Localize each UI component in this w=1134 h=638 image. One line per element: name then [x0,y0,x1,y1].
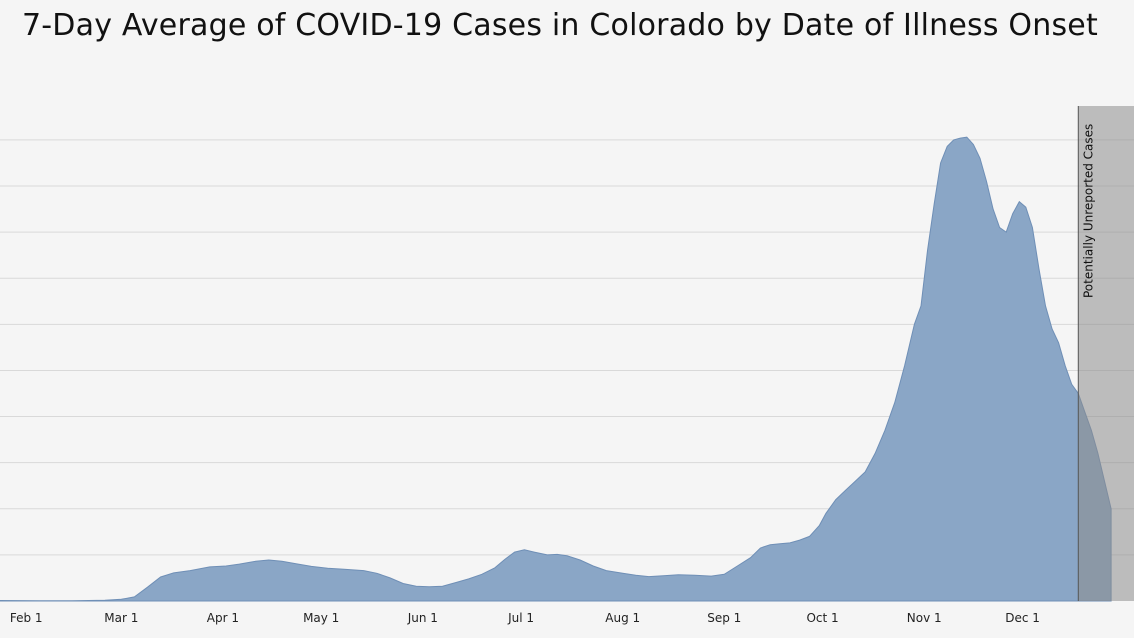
x-tick-label: Aug 1 [605,611,640,625]
x-tick-label: Feb 1 [10,611,43,625]
x-axis-ticks: Feb 1 Mar 1 Apr 1 May 1 Jun 1 Jul 1 Aug 1 Sep 1… [10,611,1040,625]
x-tick-label: Jun 1 [407,611,438,625]
x-tick-label: Mar 1 [104,611,138,625]
x-tick-label: Nov 1 [907,611,942,625]
x-tick-label: May 1 [303,611,339,625]
area-series-0 [0,136,1112,602]
unreported-band [1078,106,1134,601]
x-tick-label: Apr 1 [207,611,239,625]
unreported-label: Potentially Unreported Cases [1081,124,1095,298]
area-series-layer [0,136,1112,602]
chart-title: 7-Day Average of COVID-19 Cases in Color… [22,8,1098,43]
x-tick-label: Jul 1 [507,611,534,625]
x-tick-label: Sep 1 [707,611,741,625]
x-tick-label: Oct 1 [806,611,838,625]
unreported-region: Potentially Unreported Cases [1077,106,1134,601]
x-tick-label: Dec 1 [1005,611,1040,625]
